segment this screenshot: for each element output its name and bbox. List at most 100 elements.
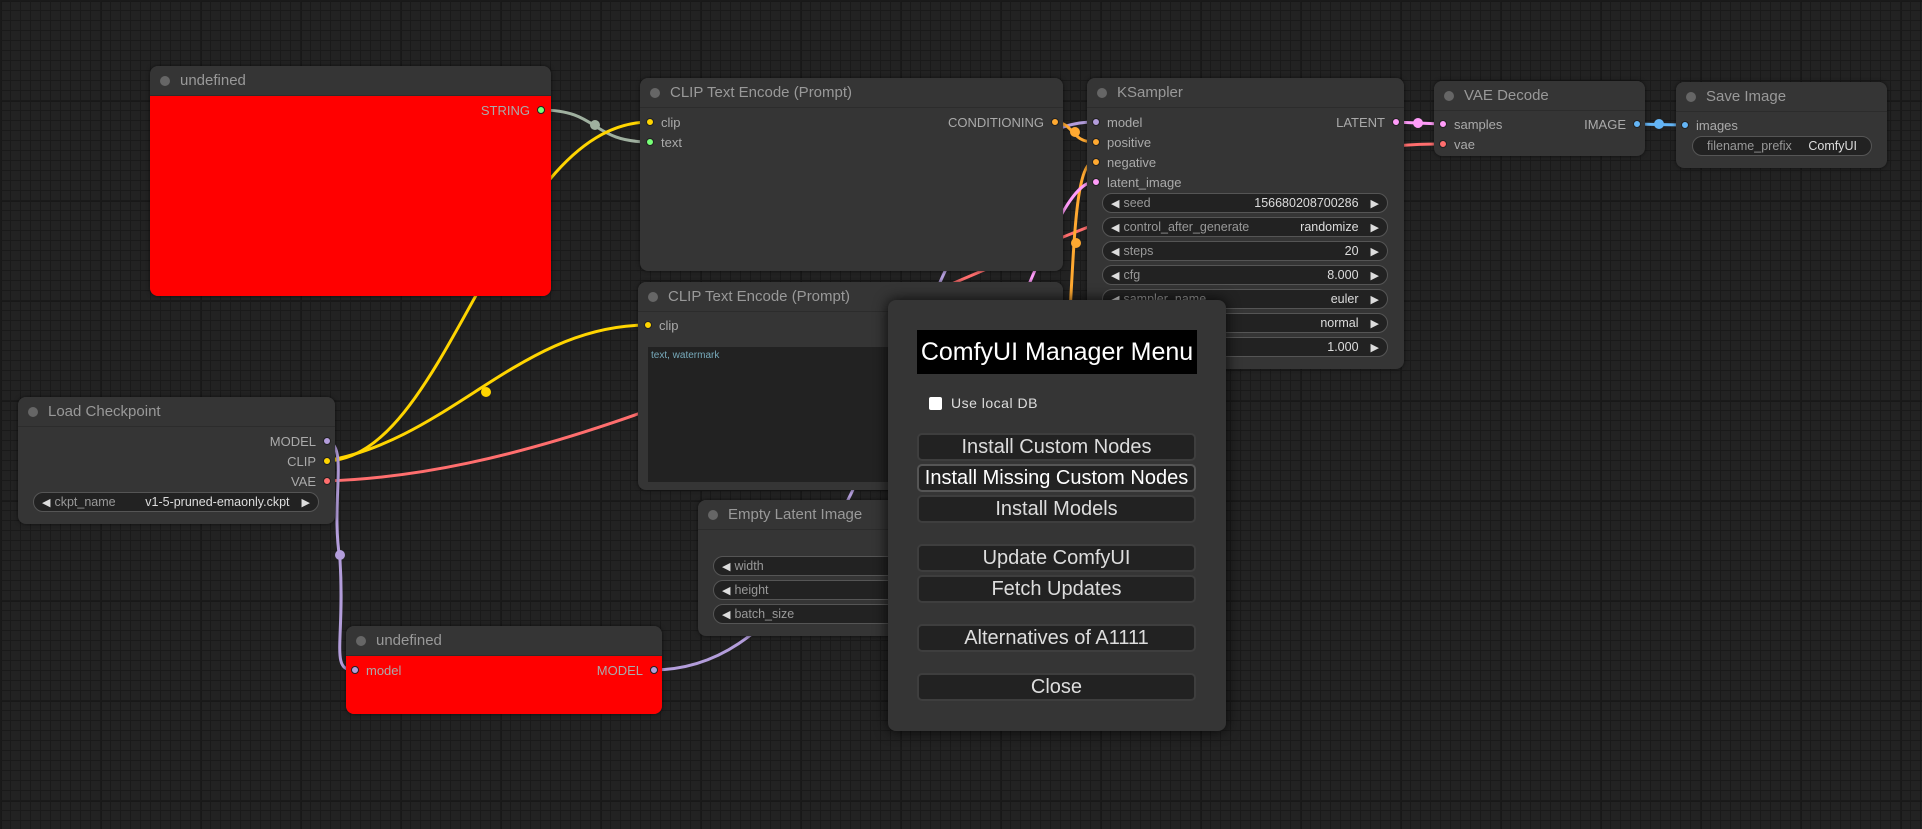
collapse-dot-icon[interactable]: [1686, 91, 1696, 102]
wire-midpoint: [481, 387, 491, 397]
increment-arrow-icon[interactable]: ▶: [1370, 293, 1379, 306]
input-clip[interactable]: clip: [644, 317, 679, 333]
node-title: Save Image: [1706, 88, 1787, 105]
output-string[interactable]: STRING: [481, 102, 545, 118]
input-positive[interactable]: positive: [1092, 134, 1151, 150]
output-model[interactable]: MODEL: [270, 433, 331, 449]
increment-arrow-icon[interactable]: ▶: [1370, 341, 1379, 354]
input-text[interactable]: text: [646, 134, 682, 150]
ksampler-widget-control_after_generate[interactable]: ◀ control_after_generate randomize ▶: [1102, 217, 1388, 237]
ksampler-widget-seed[interactable]: ◀ seed 156680208700286 ▶: [1102, 193, 1388, 213]
ksampler-widget-steps[interactable]: ◀ steps 20 ▶: [1102, 241, 1388, 261]
node-header[interactable]: undefined: [346, 626, 662, 656]
node-undefined-top[interactable]: undefined STRING: [150, 66, 551, 296]
slot-dot-icon[interactable]: [644, 321, 652, 329]
slot-dot-icon[interactable]: [1439, 120, 1447, 128]
increment-arrow-icon[interactable]: ▶: [1370, 221, 1379, 234]
node-title: VAE Decode: [1464, 87, 1549, 104]
decrement-arrow-icon[interactable]: ◀: [722, 608, 731, 621]
increment-arrow-icon[interactable]: ▶: [1370, 245, 1379, 258]
slot-dot-icon[interactable]: [646, 118, 654, 126]
collapse-dot-icon[interactable]: [1097, 87, 1107, 98]
slot-dot-icon[interactable]: [1681, 121, 1689, 129]
node-header[interactable]: CLIP Text Encode (Prompt): [640, 78, 1063, 108]
slot-dot-icon[interactable]: [1092, 158, 1100, 166]
fetch-updates-button[interactable]: Fetch Updates: [917, 575, 1196, 603]
node-title: KSampler: [1117, 84, 1183, 101]
input-negative[interactable]: negative: [1092, 154, 1156, 170]
output-conditioning[interactable]: CONDITIONING: [948, 114, 1059, 130]
alternatives-a1111-button[interactable]: Alternatives of A1111: [917, 624, 1196, 652]
collapse-dot-icon[interactable]: [648, 291, 658, 302]
slot-dot-icon[interactable]: [323, 477, 331, 485]
slot-dot-icon[interactable]: [351, 666, 359, 674]
node-undefined-bottom[interactable]: undefined model MODEL: [346, 626, 662, 714]
decrement-arrow-icon[interactable]: ◀: [722, 584, 731, 597]
input-model[interactable]: model: [351, 662, 401, 678]
slot-dot-icon[interactable]: [1092, 178, 1100, 186]
node-clip-text-encode-positive[interactable]: CLIP Text Encode (Prompt) clip text COND…: [640, 78, 1063, 271]
collapse-dot-icon[interactable]: [708, 509, 718, 520]
node-vae-decode[interactable]: VAE Decode samples vae IMAGE: [1434, 81, 1645, 156]
slot-dot-icon[interactable]: [1439, 140, 1447, 148]
input-vae[interactable]: vae: [1439, 136, 1475, 152]
input-model[interactable]: model: [1092, 114, 1142, 130]
slot-dot-icon[interactable]: [1092, 118, 1100, 126]
increment-arrow-icon[interactable]: ▶: [301, 496, 310, 509]
increment-arrow-icon[interactable]: ▶: [1370, 317, 1379, 330]
wire-midpoint: [1413, 118, 1423, 128]
install-custom-nodes-button[interactable]: Install Custom Nodes: [917, 433, 1196, 461]
output-clip[interactable]: CLIP: [287, 453, 331, 469]
update-comfyui-button[interactable]: Update ComfyUI: [917, 544, 1196, 572]
use-local-db-checkbox[interactable]: Use local DB: [929, 395, 1038, 411]
slot-dot-icon[interactable]: [646, 138, 654, 146]
collapse-dot-icon[interactable]: [1444, 90, 1454, 101]
node-header[interactable]: KSampler: [1087, 78, 1404, 108]
checkbox-icon[interactable]: [929, 396, 942, 410]
input-clip[interactable]: clip: [646, 114, 681, 130]
decrement-arrow-icon[interactable]: ◀: [1111, 269, 1120, 282]
slot-dot-icon[interactable]: [650, 666, 658, 674]
node-title: CLIP Text Encode (Prompt): [670, 84, 853, 101]
close-button[interactable]: Close: [917, 673, 1196, 701]
node-header[interactable]: Load Checkpoint: [18, 397, 335, 427]
output-vae[interactable]: VAE: [291, 473, 331, 489]
decrement-arrow-icon[interactable]: ◀: [1111, 293, 1119, 306]
collapse-dot-icon[interactable]: [356, 635, 366, 646]
decrement-arrow-icon[interactable]: ◀: [1111, 221, 1120, 234]
output-latent[interactable]: LATENT: [1336, 114, 1400, 130]
decrement-arrow-icon[interactable]: ◀: [42, 496, 51, 509]
node-header[interactable]: VAE Decode: [1434, 81, 1645, 111]
slot-dot-icon[interactable]: [537, 106, 545, 114]
increment-arrow-icon[interactable]: ▶: [1370, 269, 1379, 282]
input-images[interactable]: images: [1681, 117, 1738, 133]
filename-prefix-widget[interactable]: filename_prefix ComfyUI: [1692, 136, 1872, 156]
slot-dot-icon[interactable]: [1633, 120, 1641, 128]
node-load-checkpoint[interactable]: Load Checkpoint MODEL CLIP VAE ◀ ckpt_nam…: [18, 397, 335, 524]
collapse-dot-icon[interactable]: [160, 75, 170, 86]
decrement-arrow-icon[interactable]: ◀: [1111, 197, 1120, 210]
output-model[interactable]: MODEL: [597, 662, 658, 678]
decrement-arrow-icon[interactable]: ◀: [1111, 245, 1120, 258]
install-missing-custom-nodes-button[interactable]: Install Missing Custom Nodes: [917, 464, 1196, 492]
node-header[interactable]: Save Image: [1676, 82, 1887, 112]
ckpt-name-widget[interactable]: ◀ ckpt_name v1-5-pruned-emaonly.ckpt ▶: [33, 492, 319, 512]
node-ksampler[interactable]: KSampler model positive negative latent_…: [1087, 78, 1404, 369]
collapse-dot-icon[interactable]: [650, 87, 660, 98]
slot-dot-icon[interactable]: [1092, 138, 1100, 146]
install-models-button[interactable]: Install Models: [917, 495, 1196, 523]
node-save-image[interactable]: Save Image images filename_prefix ComfyUI: [1676, 82, 1887, 168]
collapse-dot-icon[interactable]: [28, 406, 38, 417]
slot-dot-icon[interactable]: [323, 457, 331, 465]
increment-arrow-icon[interactable]: ▶: [1370, 197, 1379, 210]
output-image[interactable]: IMAGE: [1584, 116, 1641, 132]
slot-dot-icon[interactable]: [1051, 118, 1059, 126]
decrement-arrow-icon[interactable]: ◀: [722, 560, 731, 573]
ksampler-widget-cfg[interactable]: ◀ cfg 8.000 ▶: [1102, 265, 1388, 285]
node-header[interactable]: undefined: [150, 66, 551, 96]
slot-dot-icon[interactable]: [1392, 118, 1400, 126]
node-title: CLIP Text Encode (Prompt): [668, 288, 851, 305]
input-samples[interactable]: samples: [1439, 116, 1502, 132]
slot-dot-icon[interactable]: [323, 437, 331, 445]
input-latent-image[interactable]: latent_image: [1092, 174, 1181, 190]
